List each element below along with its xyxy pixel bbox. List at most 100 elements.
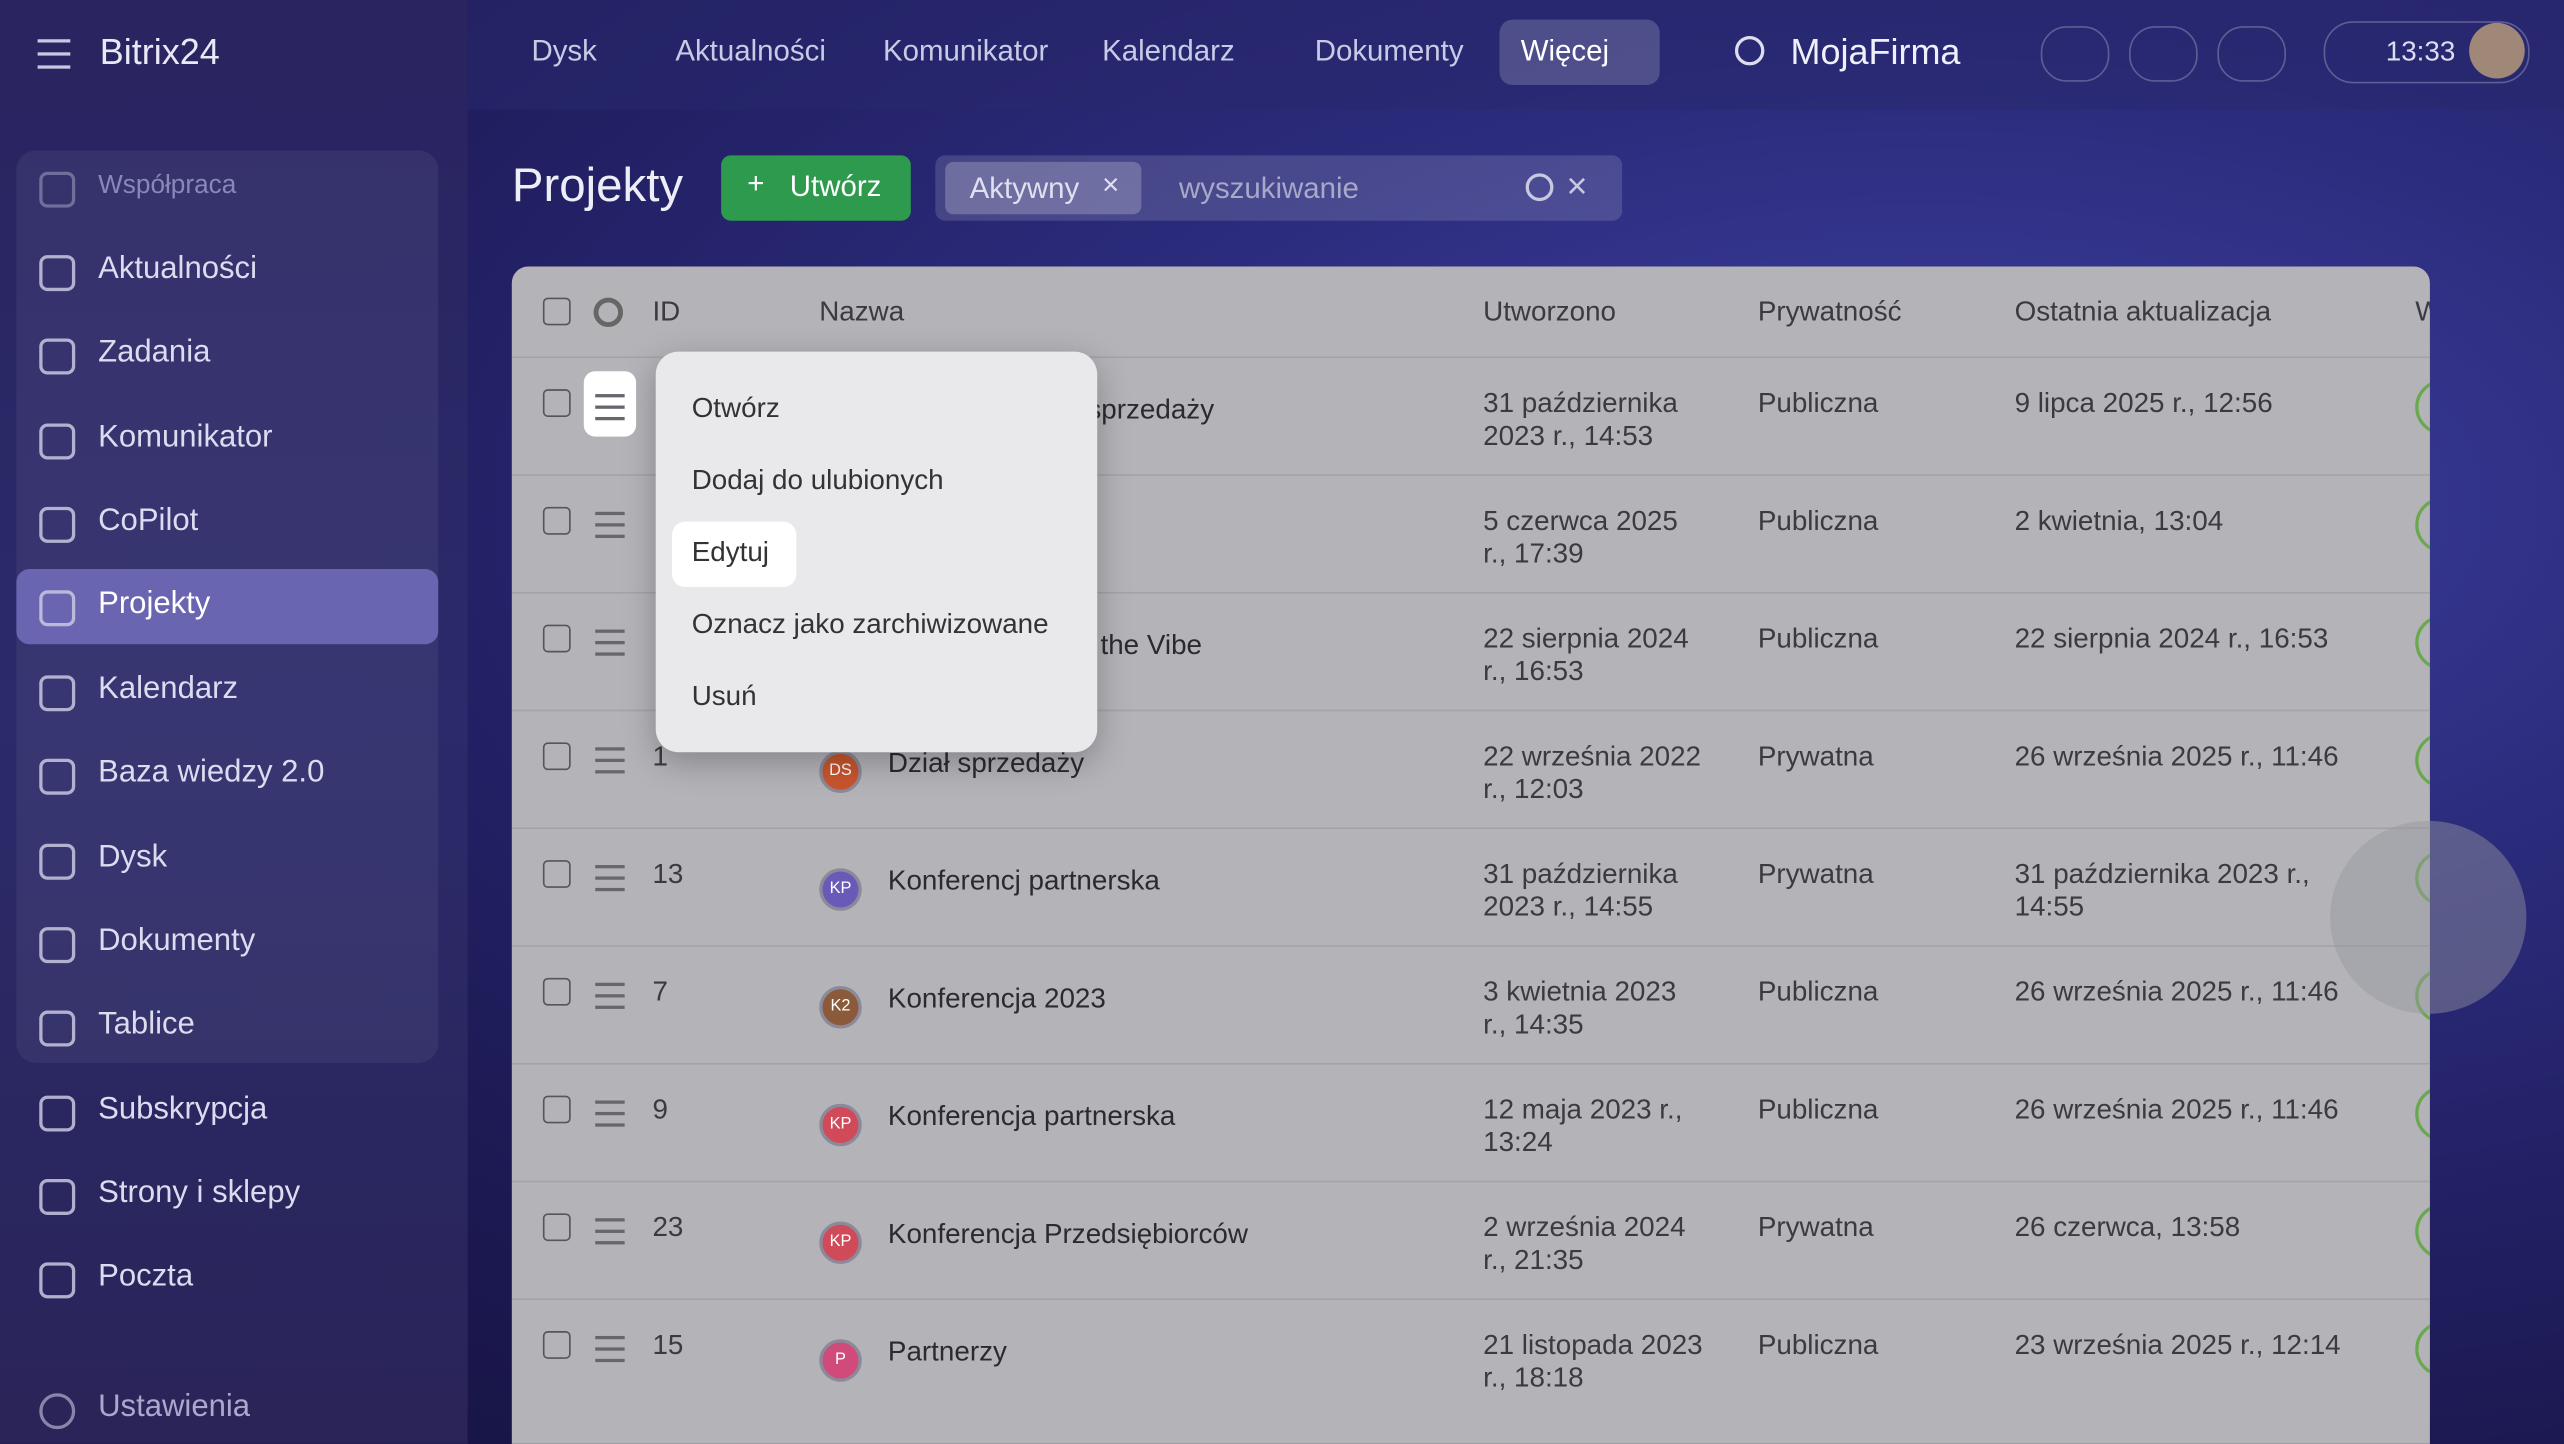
row-checkbox[interactable] [542,860,571,888]
project-name[interactable]: the Vibe [1100,629,1202,661]
sidebar-item[interactable]: Zadania [98,335,211,370]
checkbox[interactable] [542,297,571,326]
row-checkbox[interactable] [542,624,571,653]
nav-item[interactable]: Aktualności [675,34,826,68]
row-menu-handle[interactable] [595,1100,625,1127]
created-date: 12 maja 2023 r., 13:24 [1483,1093,1683,1158]
column-header[interactable]: Utworzono [1483,295,1617,328]
row-menu-handle[interactable] [595,982,625,1009]
sidebar-item[interactable]: Projekty [98,587,211,622]
nav-item[interactable]: Dysk [531,34,597,68]
filter-chip[interactable] [945,161,1142,215]
clock-box[interactable] [2323,21,2530,84]
row-menu-handle[interactable] [595,394,625,421]
sidebar-icon [39,423,76,460]
sidebar-item[interactable]: Baza wiedzy 2.0 [98,755,325,790]
row-menu-handle[interactable] [595,865,625,892]
row-menu-handle[interactable] [595,747,625,774]
project-name[interactable]: Konferencja partnerska [887,1100,1176,1132]
status-ring [2415,732,2430,789]
sidebar-icon [39,927,76,964]
row-menu-handle[interactable] [595,629,625,656]
project-name[interactable]: sprzedaży [1087,394,1215,426]
updated-date: 26 września 2025 r., 11:46 [2014,976,2339,1008]
project-name[interactable]: Partnerzy [887,1335,1007,1368]
toolbar-button[interactable] [2040,26,2110,82]
row-checkbox[interactable] [542,389,571,417]
project-name[interactable]: Konferencja 2023 [887,982,1106,1014]
row-menu-handle[interactable] [595,511,625,538]
sidebar-item[interactable]: Subskrypcja [98,1092,268,1127]
row-divider [511,827,2430,830]
updated-date: 22 sierpnia 2024 r., 16:53 [2014,623,2329,655]
menu-item[interactable]: Dodaj do ulubionych [691,464,944,496]
row-checkbox[interactable] [542,1331,571,1359]
row-menu-button[interactable] [583,371,637,437]
project-name[interactable]: Konferencj partnerska [887,865,1160,897]
created-date: 31 października 2023 r., 14:55 [1483,858,1678,923]
sidebar-item[interactable]: CoPilot [98,503,199,538]
menu-item[interactable]: Edytuj [691,536,769,568]
status-ring [2415,379,2430,435]
sidebar-group[interactable]: Współpraca [98,171,237,200]
context-menu: Otwórz Dodaj do ulubionych Edytuj Oznacz ja… [655,351,1098,753]
project-id: 13 [652,858,684,890]
sidebar-item[interactable]: Tablice [98,1007,195,1042]
toolbar-button[interactable] [2217,26,2287,82]
toolbar-button[interactable] [2129,26,2198,82]
project-name[interactable]: Konferencja Przedsiębiorców [887,1218,1248,1250]
search-input[interactable]: wyszukiwanie [1178,171,1359,205]
menu-toggle[interactable] [37,39,71,69]
sidebar-item[interactable]: Komunikator [98,420,273,455]
sidebar-item[interactable]: Poczta [98,1259,194,1294]
search-icon[interactable] [1525,173,1554,202]
sidebar-icon [39,758,76,795]
nav-active-bg [1499,19,1660,86]
nav-item[interactable]: Kalendarz [1102,34,1235,68]
menu-item[interactable]: Oznacz jako zarchiwizowane [691,608,1049,640]
sidebar: Bitrix24 Współpraca Aktualności Zadania Kom… [0,0,468,1444]
menu-item[interactable]: Otwórz [691,392,780,424]
project-name[interactable]: Dział sprzedaży [887,747,1085,779]
row-menu-handle[interactable] [595,1218,625,1245]
sidebar-item[interactable]: Kalendarz [98,672,239,707]
row-divider [511,356,2430,359]
column-header[interactable]: Prywatność [1757,295,1902,328]
column-header[interactable]: W [2415,296,2430,329]
sidebar-item[interactable]: Strony i sklepy [98,1175,301,1211]
company-name[interactable]: MojaFirma [1790,31,1961,72]
search-clear[interactable]: × [1566,165,1588,207]
menu-item[interactable]: Usuń [691,680,757,712]
updated-date: 26 września 2025 r., 11:46 [2014,1093,2339,1126]
search-box[interactable] [935,155,1623,221]
sidebar-item[interactable]: Dysk [98,840,168,875]
settings-icon[interactable] [593,297,624,328]
sidebar-item[interactable]: Dokumenty [98,923,256,959]
avatar[interactable] [2469,22,2525,79]
column-header[interactable]: ID [652,295,681,328]
privacy: Publiczna [1757,1093,1879,1126]
nav-item[interactable]: Komunikator [883,34,1049,68]
nav-item[interactable]: Więcej [1520,34,1610,68]
row-checkbox[interactable] [542,1095,571,1124]
sidebar-icon [39,255,76,292]
sidebar-icon [39,338,76,375]
row-checkbox[interactable] [542,1213,571,1242]
privacy: Publiczna [1757,387,1879,419]
updated-date: 26 września 2025 r., 11:46 [2014,740,2339,772]
row-checkbox[interactable] [542,742,571,771]
search-icon[interactable] [1734,35,1765,66]
project-badge: DS [819,750,862,794]
row-menu-handle[interactable] [595,1335,625,1363]
column-header[interactable]: Nazwa [819,295,905,328]
nav-item[interactable]: Dokumenty [1314,34,1464,68]
row-checkbox[interactable] [542,506,571,535]
scroll-right[interactable] [2330,820,2527,1014]
row-divider [511,945,2430,947]
sidebar-settings[interactable]: Ustawienia [98,1389,251,1425]
column-header[interactable]: Ostatnia aktualizacja [2014,295,2272,328]
filter-remove[interactable]: × [1102,168,1120,202]
sidebar-item[interactable]: Aktualności [98,251,258,287]
create-button[interactable] [721,155,911,221]
row-checkbox[interactable] [542,977,571,1006]
